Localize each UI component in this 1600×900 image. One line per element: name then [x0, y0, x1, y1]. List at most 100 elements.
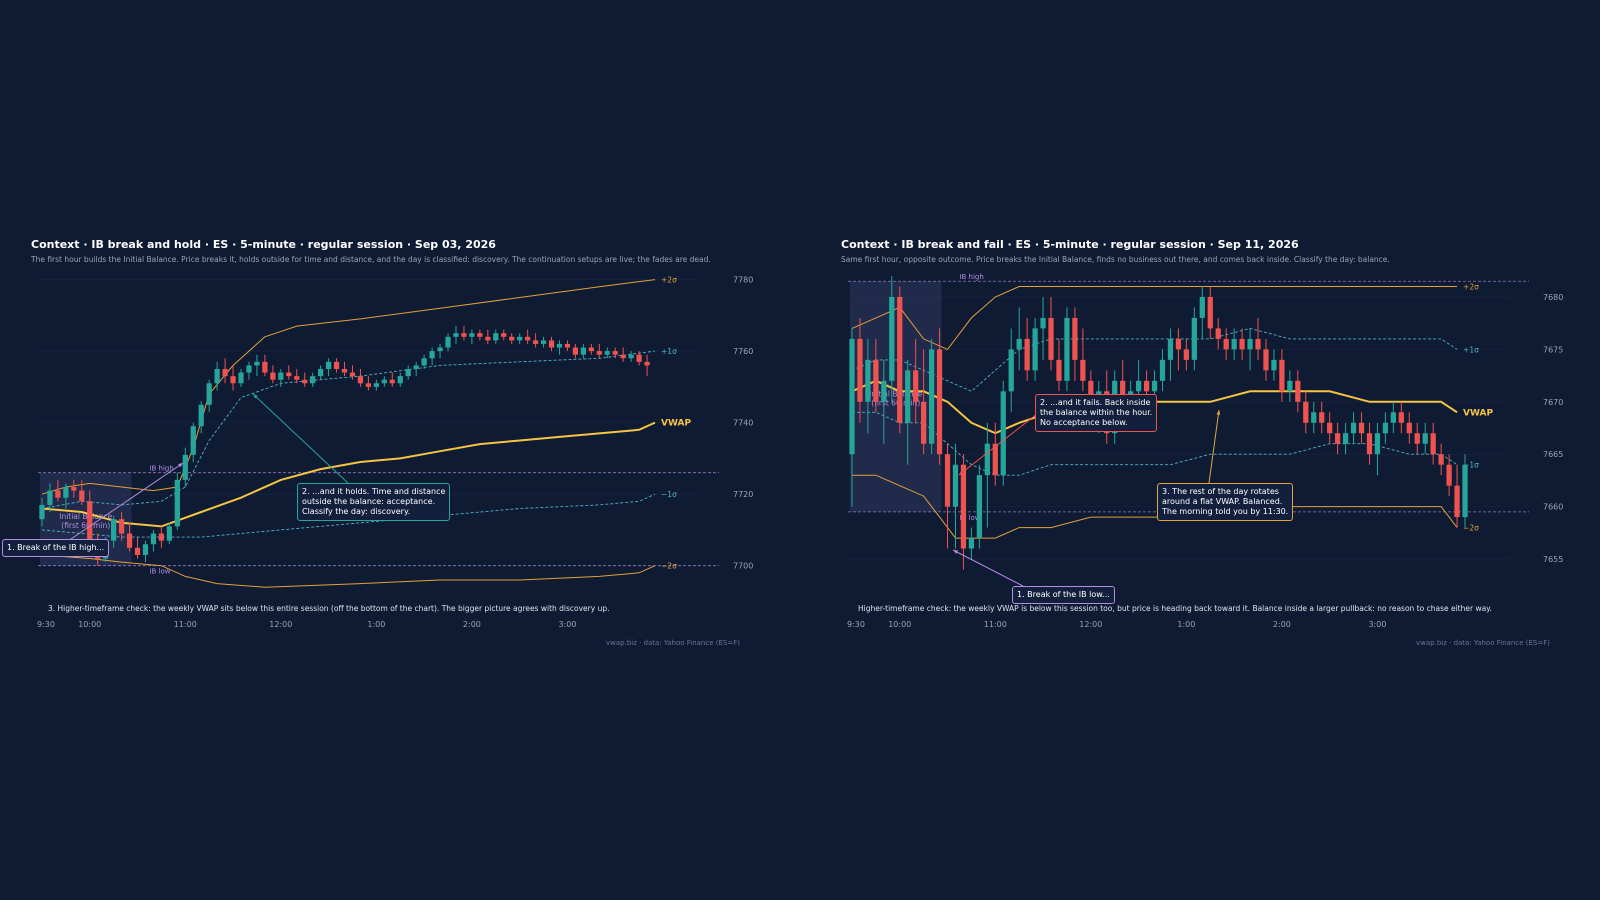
candle-body [349, 372, 356, 377]
candle-body [310, 376, 316, 384]
candle-body [952, 464, 959, 507]
annotation-arrow [252, 393, 350, 485]
candle-body [1414, 433, 1420, 444]
candle-body [461, 333, 467, 337]
initial-balance-label-line: (first 60 min) [61, 521, 110, 530]
candle-body [1207, 296, 1213, 329]
candle-body [79, 490, 85, 502]
candle-body [63, 487, 69, 498]
candle-body [532, 340, 539, 344]
ib-high-label: IB high [149, 465, 173, 473]
ib-high-label: IB high [959, 273, 983, 281]
candle-body [1247, 338, 1253, 350]
candle-body [1016, 338, 1022, 350]
candle-body [1080, 359, 1086, 381]
annotation-balance: 3. The rest of the day rotates around a … [1157, 483, 1294, 521]
candle-body [493, 333, 499, 341]
candle-body [1255, 338, 1261, 350]
initial-balance-label: Initial Balance (first 60 min) [869, 390, 922, 408]
candle-body [158, 533, 165, 541]
candle-body [150, 533, 157, 545]
candle-body [984, 443, 990, 476]
candle-body [1358, 422, 1365, 434]
candle-body [111, 519, 117, 541]
candle-body [485, 336, 491, 341]
candle-body [262, 361, 268, 373]
initial-balance-label: Initial Balance (first 60 min) [59, 512, 112, 530]
candle-body [1000, 391, 1006, 476]
initial-balance-label-line: (first 60 min) [871, 399, 920, 408]
lower-2-sigma-band [41, 554, 656, 588]
annotation-acceptance: 2. ...and it holds. Time and distance ou… [297, 483, 451, 521]
upper-2-sigma-band [851, 286, 1458, 351]
x-tick-label: 9:30 [37, 620, 55, 629]
y-tick-label: 7780 [733, 276, 753, 285]
candle-body [246, 365, 252, 373]
candle-body [445, 336, 451, 348]
x-tick-label: 3:00 [558, 620, 576, 629]
candle-body [294, 376, 300, 380]
candle-body [1024, 338, 1030, 371]
candle-body [913, 370, 919, 402]
candle-body [238, 372, 244, 384]
vwap-line-label: VWAP [661, 419, 691, 429]
candle-body [302, 379, 308, 384]
candle-body [588, 347, 594, 352]
x-tick-label: 2:00 [1273, 620, 1291, 629]
candle-body [134, 547, 141, 555]
annotation-arrow-head [953, 550, 958, 554]
annotation-arrow-head [1216, 410, 1221, 415]
upper-2-sigma-band [41, 279, 656, 495]
candle-body [55, 490, 61, 498]
candle-body [1350, 422, 1357, 434]
candle-body [413, 365, 419, 369]
candle-body [612, 351, 618, 355]
candle-body [47, 490, 53, 505]
y-tick-label: 7660 [1543, 503, 1563, 512]
candle-body [580, 347, 586, 355]
candle-body [190, 426, 196, 455]
y-tick-label: 7700 [733, 562, 753, 571]
candle-body [381, 379, 387, 384]
y-tick-label: 7760 [733, 347, 753, 356]
lower-1-sigma-band-label: −1σ [1463, 461, 1479, 470]
y-tick-label: 7655 [1543, 555, 1563, 564]
candle-body [1135, 380, 1142, 392]
candle-body [1406, 422, 1412, 434]
vwap-line-label: VWAP [1463, 408, 1493, 418]
candle-body [1191, 317, 1197, 360]
upper-2-sigma-band-label: +2σ [661, 276, 677, 285]
candle-body [1342, 433, 1349, 444]
candle-body [548, 340, 555, 348]
candle-body [540, 340, 547, 344]
chart-panel-ib-break-and-hold: Context · IB break and hold · ES · 5-min… [2, 238, 776, 663]
x-tick-label: 12:00 [1079, 620, 1102, 629]
candle-body [936, 349, 943, 455]
candle-body [198, 404, 204, 427]
candle-body [39, 504, 45, 520]
initial-balance-label-line: Initial Balance [869, 390, 922, 399]
x-tick-label: 2:00 [463, 620, 481, 629]
candle-body [628, 354, 634, 359]
y-tick-label: 7670 [1543, 398, 1563, 407]
y-tick-label: 7720 [733, 490, 753, 499]
upper-1-sigma-band-label: +1σ [661, 347, 677, 356]
candle-body [905, 370, 911, 423]
y-tick-label: 7675 [1543, 345, 1563, 354]
annotation-ib-low-break: 1. Break of the IB low... [1012, 586, 1115, 604]
candle-body [1231, 338, 1237, 350]
candle-body [278, 372, 284, 380]
x-tick-label: 3:00 [1368, 620, 1386, 629]
x-tick-label: 9:30 [847, 620, 865, 629]
candle-body [1056, 359, 1062, 381]
candle-body [174, 479, 180, 527]
candle-body [166, 526, 172, 541]
candle-body [897, 296, 903, 423]
x-tick-label: 1:00 [367, 620, 385, 629]
candle-body [921, 401, 927, 444]
candle-body [620, 354, 626, 359]
candle-body [1175, 338, 1182, 350]
candle-body [1446, 464, 1452, 486]
candle-body [857, 338, 863, 402]
candle-body [318, 368, 324, 377]
